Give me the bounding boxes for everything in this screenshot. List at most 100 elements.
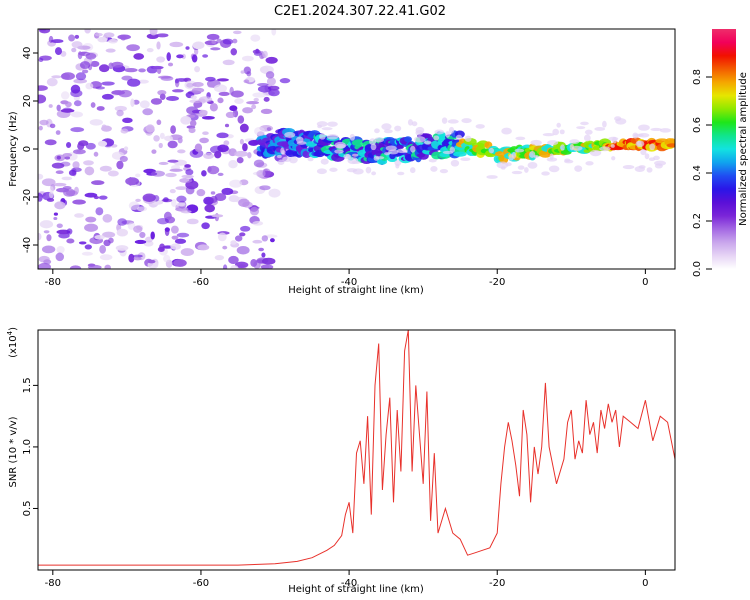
heatmap-cell	[60, 91, 70, 100]
heatmap-cell	[571, 145, 583, 151]
heatmap-cell	[214, 150, 222, 159]
heatmap-cell	[669, 138, 675, 144]
heatmap-cell	[194, 65, 201, 73]
heatmap-cell	[262, 50, 268, 59]
heatmap-cell	[162, 245, 174, 249]
heatmap-cell	[450, 159, 460, 167]
heatmap-cell	[192, 82, 204, 88]
heatmap-cell	[157, 217, 169, 225]
heatmap-cell	[89, 119, 103, 126]
colorbar-tick-label: 0.4	[692, 165, 703, 181]
heatmap-cell	[189, 120, 197, 127]
heatmap-cell	[169, 168, 183, 172]
heatmap-cell	[153, 135, 160, 142]
heatmap-cell	[207, 84, 215, 88]
heatmap-cell	[46, 198, 55, 202]
heatmap-cell	[192, 41, 205, 50]
heatmap-cell	[373, 155, 380, 161]
heatmap-cell	[66, 142, 72, 149]
heatmap-cell	[569, 143, 574, 151]
heatmap-cell	[55, 170, 64, 174]
heatmap-cell	[180, 248, 195, 257]
heatmap-cell	[230, 264, 239, 269]
heatmap-cell	[123, 146, 129, 151]
heatmap-cell	[640, 149, 647, 156]
heatmap-cell	[168, 62, 174, 67]
heatmap-cell	[87, 263, 96, 267]
heatmap-cell	[411, 121, 418, 127]
colorbar-tick-label: 0.6	[692, 117, 703, 133]
heatmap-cell	[48, 35, 54, 43]
snr-frame	[37, 329, 676, 571]
colorbar-label: Normalized spectral amplitude	[738, 72, 749, 226]
heatmap-cell	[636, 140, 642, 146]
heatmap-cell	[66, 228, 73, 235]
heatmap-cell	[404, 136, 412, 143]
snr-x-tick-label: 0	[642, 578, 648, 589]
heatmap-cell	[634, 166, 646, 172]
heatmap-cell	[351, 139, 366, 147]
heatmap-cell	[151, 149, 157, 154]
heatmap-cell	[56, 245, 65, 254]
heatmap-cell	[585, 161, 594, 166]
snr-x-tick-label: -60	[193, 578, 209, 589]
heatmap-cell	[103, 239, 111, 247]
heatmap-cell	[599, 146, 611, 152]
heatmap-cell	[210, 47, 221, 51]
heatmap-cell	[258, 247, 265, 252]
colorbar: 0.0 0.2 0.4 0.6 0.8 Normalized spectral ampl…	[692, 29, 749, 277]
snr-y-tick-label: 0.5	[22, 501, 33, 517]
heatmap-cell	[234, 98, 244, 104]
heatmap-cell	[327, 121, 338, 127]
heatmap-cell	[524, 167, 529, 173]
heatmap-cell	[49, 186, 54, 194]
heatmap-cell	[210, 195, 218, 203]
heatmap-cell	[101, 125, 112, 132]
heatmap-cell	[589, 149, 602, 157]
heatmap-cell	[60, 73, 71, 80]
heatmap-cell	[39, 119, 49, 126]
heatmap-cell	[127, 78, 141, 87]
heatmap-cell	[321, 127, 333, 131]
heatmap-cell	[234, 261, 249, 269]
heatmap-cell	[156, 119, 162, 125]
heatmap-cell	[407, 119, 414, 126]
heatmap-cell	[133, 53, 145, 60]
heatmap-cell	[280, 147, 285, 155]
heatmap-cell	[111, 61, 124, 68]
heatmap-cell	[464, 135, 472, 142]
heatmap-x-axis: -80 -60 -40 -20 0	[45, 269, 649, 288]
heatmap-cell	[198, 109, 208, 115]
heatmap-cell	[223, 264, 228, 269]
heatmap-cell	[201, 116, 215, 120]
heatmap-cell	[594, 127, 606, 131]
snr-y-label: SNR (10 * v/v)	[8, 416, 19, 487]
heatmap-cell	[175, 186, 188, 191]
heatmap-cell	[180, 210, 192, 214]
heatmap-cell	[77, 142, 85, 151]
heatmap-cell	[99, 254, 113, 261]
heatmap-cell	[552, 128, 560, 136]
heatmap-cell	[196, 189, 206, 197]
heatmap-cell	[147, 259, 156, 264]
heatmap-cell	[252, 49, 261, 54]
heatmap-cell	[83, 160, 94, 166]
heatmap-cell	[104, 264, 111, 269]
heatmap-cell	[158, 161, 169, 166]
heatmap-cell	[124, 68, 138, 73]
heatmap-cell	[253, 260, 261, 269]
heatmap-cell	[64, 156, 71, 160]
heatmap-cell	[654, 160, 666, 166]
heatmap-cell	[541, 171, 550, 176]
heatmap-cell	[320, 158, 329, 165]
heatmap-cell	[128, 253, 135, 263]
heatmap-cell	[91, 180, 105, 186]
heatmap-cell	[217, 232, 227, 242]
heatmap-cell	[475, 124, 485, 129]
heatmap-cell	[146, 33, 159, 40]
heatmap-cell	[262, 168, 271, 178]
heatmap-cell	[126, 44, 140, 52]
heatmap-cell	[349, 133, 356, 141]
heatmap-cell	[117, 218, 127, 226]
heatmap-x-tick-label: -20	[489, 277, 505, 288]
